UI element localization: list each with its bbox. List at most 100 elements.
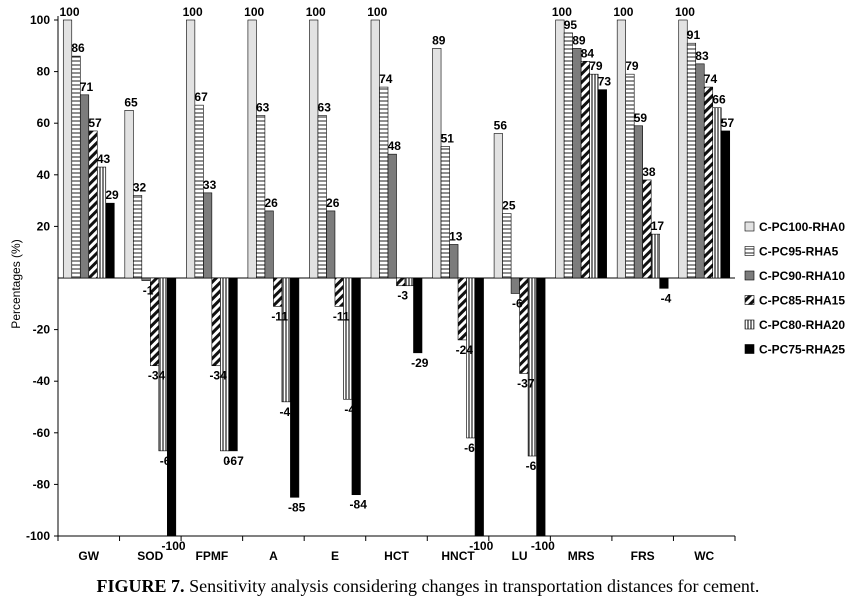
data-label-c-pc80-rha20-lu: -69 <box>526 459 544 473</box>
data-label-c-pc95-rha5-mrs: 95 <box>564 18 578 32</box>
bar-c-pc95-rha5-wc <box>686 42 697 279</box>
bar-c-pc95-rha5-a <box>256 115 266 279</box>
data-label-c-pc95-rha5-hnct: 51 <box>441 131 455 145</box>
data-label-c-pc95-rha5-sod: 32 <box>133 180 147 194</box>
y-tick-label: -100 <box>26 529 50 543</box>
bar-c-pc85-rha15-hct <box>396 277 406 287</box>
legend-label-c-pc100-rha0: C-PC100-RHA0 <box>759 220 845 234</box>
y-tick-label: 20 <box>37 219 51 233</box>
data-label-c-pc90-rha10-e: 26 <box>326 196 340 210</box>
bar-c-pc90-rha10-fpmf <box>203 192 213 279</box>
bar-c-pc80-rha20-mrs <box>589 73 599 279</box>
bar-c-pc90-rha10-frs <box>633 125 643 279</box>
bar-c-pc90-rha10-lu <box>510 277 520 294</box>
data-label-c-pc75-rha25-e: -84 <box>350 498 368 512</box>
x-tick-label-a: A <box>269 549 278 563</box>
bar-c-pc80-rha20-hct <box>404 277 414 287</box>
data-label-c-pc75-rha25-frs: -4 <box>661 291 672 305</box>
data-label-c-pc95-rha5-lu: 25 <box>502 199 516 213</box>
bars <box>62 19 731 537</box>
data-label-c-pc95-rha5-e: 63 <box>318 100 332 114</box>
data-label-c-pc75-rha25-hnct: -100 <box>469 539 493 553</box>
bar-c-pc75-rha25-wc <box>720 130 731 279</box>
data-label-c-pc100-rha0-e: 100 <box>306 5 326 19</box>
legend-label-c-pc95-rha5: C-PC95-RHA5 <box>759 245 839 259</box>
bar-c-pc75-rha25-lu <box>536 277 546 537</box>
x-tick-label-lu: LU <box>512 549 528 563</box>
bar-c-pc85-rha15-lu <box>519 277 529 374</box>
y-axis-title: Percentages (%) <box>9 239 23 328</box>
data-label-c-pc95-rha5-frs: 79 <box>625 59 639 73</box>
bar-c-pc90-rha10-sod <box>141 277 151 281</box>
bar-c-pc80-rha20-lu <box>527 277 537 457</box>
bar-c-pc75-rha25-fpmf <box>228 277 238 452</box>
x-tick-label-hct: HCT <box>384 549 409 563</box>
bar-c-pc80-rha20-wc <box>712 107 722 279</box>
x-tick-label-mrs: MRS <box>568 549 595 563</box>
bar-c-pc75-rha25-hnct <box>474 277 484 537</box>
bar-c-pc95-rha5-mrs <box>563 32 573 279</box>
legend-swatch-c-pc75-rha25 <box>744 344 755 354</box>
bar-c-pc100-rha0-gw <box>62 19 73 279</box>
y-tick-label: -60 <box>33 426 51 440</box>
data-label-c-pc90-rha10-mrs: 89 <box>572 33 586 47</box>
data-label-c-pc100-rha0-frs: 100 <box>613 5 633 19</box>
data-label-c-pc95-rha5-a: 63 <box>256 100 270 114</box>
bar-c-pc85-rha15-wc <box>703 86 714 279</box>
legend-label-c-pc90-rha10: C-PC90-RHA10 <box>759 269 845 283</box>
bar-c-pc95-rha5-fpmf <box>194 104 204 279</box>
bar-c-pc80-rha20-fpmf <box>220 277 230 452</box>
bar-c-pc90-rha10-a <box>264 210 274 279</box>
data-label-c-pc85-rha15-e: -11 <box>333 309 350 323</box>
legend-swatch-c-pc90-rha10 <box>744 270 755 281</box>
data-label-c-pc90-rha10-lu: -6 <box>512 296 523 310</box>
bar-c-pc85-rha15-fpmf <box>211 277 221 367</box>
y-tick-label: -20 <box>33 323 51 337</box>
bar-c-pc95-rha5-frs <box>625 73 635 279</box>
bar-c-pc75-rha25-sod <box>167 277 177 537</box>
x-tick-label-fpmf: FPMF <box>196 549 229 563</box>
data-label-c-pc80-rha20-frs: 17 <box>651 219 665 233</box>
bar-c-pc100-rha0-a <box>247 19 257 279</box>
data-label-c-pc100-rha0-sod: 65 <box>124 95 138 109</box>
data-label-c-pc75-rha25-a: -85 <box>288 500 306 514</box>
bar-c-pc95-rha5-hct <box>379 86 389 279</box>
legend-swatch-c-pc80-rha20 <box>744 319 755 330</box>
bar-c-pc85-rha15-a <box>273 277 283 307</box>
bar-c-pc75-rha25-frs <box>659 277 669 289</box>
bar-c-pc100-rha0-mrs <box>555 19 565 279</box>
bar-c-pc80-rha20-sod <box>158 277 168 452</box>
data-label-c-pc95-rha5-wc: 91 <box>687 28 701 42</box>
x-tick-label-e: E <box>331 549 339 563</box>
data-label-c-pc85-rha15-sod: -34 <box>148 369 166 383</box>
data-label-c-pc85-rha15-hnct: -24 <box>456 343 474 357</box>
x-tick-label-gw: GW <box>78 549 99 563</box>
data-label-c-pc85-rha15-hct: -3 <box>397 289 408 303</box>
data-label-c-pc100-rha0-hct: 100 <box>367 5 387 19</box>
bar-c-pc100-rha0-e <box>309 19 319 279</box>
y-tick-label: 80 <box>37 65 51 79</box>
data-label-c-pc95-rha5-fpmf: 67 <box>194 90 208 104</box>
bar-c-pc90-rha10-hct <box>387 153 397 279</box>
x-tick-label-frs: FRS <box>631 549 655 563</box>
data-label-c-pc80-rha20-fpmf: 0 <box>223 454 230 468</box>
bar-c-pc100-rha0-hct <box>370 19 380 279</box>
bar-c-pc75-rha25-gw <box>105 202 115 279</box>
legend-label-c-pc85-rha15: C-PC85-RHA15 <box>759 294 845 308</box>
bar-c-pc100-rha0-hnct <box>432 48 442 279</box>
bar-c-pc85-rha15-mrs <box>580 60 590 279</box>
x-tick-label-sod: SOD <box>137 549 163 563</box>
data-label-c-pc90-rha10-gw: 71 <box>80 80 94 94</box>
bar-c-pc90-rha10-wc <box>695 63 705 279</box>
data-label-c-pc85-rha15-lu: -37 <box>517 376 535 390</box>
bar-c-pc95-rha5-sod <box>133 195 143 279</box>
figure-caption: FIGURE 7. Sensitivity analysis consideri… <box>0 576 856 597</box>
bar-c-pc100-rha0-sod <box>124 110 134 279</box>
data-label-c-pc80-rha20-wc: 66 <box>712 93 726 107</box>
figure-label: FIGURE 7. <box>96 576 185 596</box>
data-label-c-pc85-rha15-wc: 74 <box>704 72 718 86</box>
bar-c-pc75-rha25-a <box>290 277 300 498</box>
caption-text: Sensitivity analysis considering changes… <box>184 576 760 596</box>
bar-c-pc90-rha10-mrs <box>572 48 582 279</box>
bar-c-pc85-rha15-hnct <box>457 277 467 341</box>
